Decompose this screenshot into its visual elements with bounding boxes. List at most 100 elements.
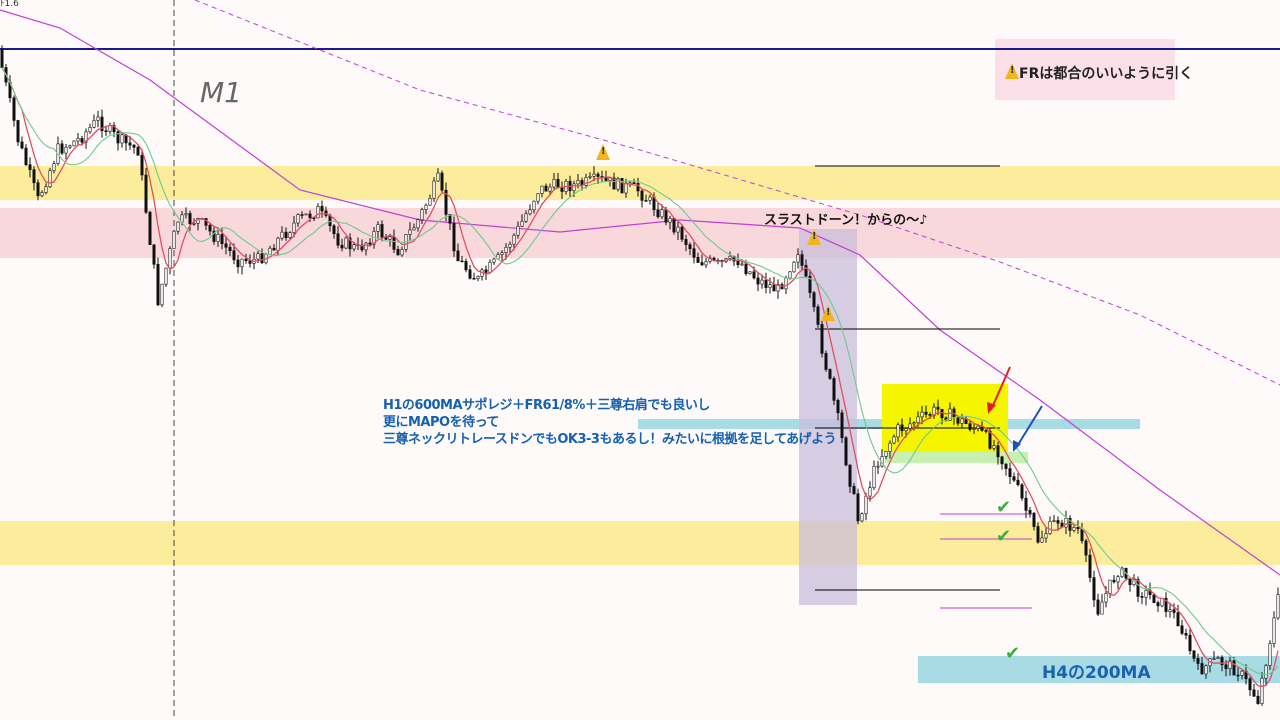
candle [1028,510,1032,514]
red-arrow-head [987,402,996,414]
checkmark-icon: ✔ [996,526,1012,547]
candle [360,244,364,251]
candle [1236,674,1240,677]
candle [436,172,440,182]
candle [576,180,580,185]
candle [232,250,236,261]
candle [748,271,752,275]
ma-slow-dashed-line [194,0,1280,386]
candle [988,430,992,449]
candle [896,424,900,438]
candle [276,237,280,251]
candle [1084,540,1088,556]
candle [1232,660,1236,676]
candle [1120,567,1124,578]
candle [464,260,468,271]
warning-icon [821,305,835,321]
neckline-zone [885,452,1028,463]
candle [1176,612,1180,627]
candle [1248,678,1252,691]
candle [860,513,864,522]
candle [764,279,768,288]
candle [104,130,108,132]
candle [924,411,928,415]
candle [452,222,456,252]
candle [488,261,492,273]
candle [344,237,348,249]
candle [1220,657,1224,666]
candle [36,182,40,197]
candle [916,416,920,424]
candle [416,219,420,229]
candle [812,292,816,308]
candle [1152,594,1156,603]
candle [864,495,868,515]
candle [692,248,696,258]
candle [468,269,472,279]
candle [592,173,596,177]
candle [80,138,84,143]
candle [1024,497,1028,511]
candle [1192,650,1196,659]
candle [52,163,56,171]
candle [1224,664,1228,669]
candle [868,487,872,497]
candle [44,186,48,193]
candle [396,249,400,256]
candle [340,244,344,249]
candle [284,231,288,238]
candle [1016,479,1020,486]
candle [796,254,800,263]
candle [184,213,188,216]
candle [424,204,428,210]
resistance-zone-yellow-top [0,166,1280,200]
candle [520,220,524,227]
candle [976,425,980,429]
red-arrow-icon [990,366,1011,411]
candles [0,45,1280,706]
candle [504,246,508,253]
candle [536,193,540,202]
candle [872,466,876,488]
candle [72,140,76,147]
candle [492,258,496,263]
candle [776,284,780,292]
candle [120,134,124,144]
candle [156,263,160,306]
candle [1204,665,1208,675]
candle [224,243,228,248]
candle [908,423,912,429]
candle [636,183,640,192]
candle [928,414,932,416]
candle [824,353,828,370]
candle [244,258,248,261]
candle [440,172,444,191]
thrust-annotation: スラストドーン！からの〜♪ [764,213,928,228]
candle [596,173,600,177]
ma-mid-line [1,67,1279,676]
candle [336,233,340,246]
candle [820,324,824,354]
candle [412,227,416,231]
candle [128,142,132,146]
candle [1188,634,1192,652]
candle [152,244,156,265]
candle [100,116,104,131]
candle [216,234,220,242]
candle [300,214,304,216]
candle [1116,576,1120,583]
candle [1036,526,1040,543]
candle [800,254,804,266]
candle [376,224,380,232]
candle [884,451,888,457]
candle [168,248,172,269]
candle [996,445,1000,458]
candle [540,185,544,194]
candle [560,187,564,192]
candle [392,236,396,250]
candle [24,147,28,166]
candle [0,49,4,68]
candle [472,278,476,280]
candle [176,221,180,232]
